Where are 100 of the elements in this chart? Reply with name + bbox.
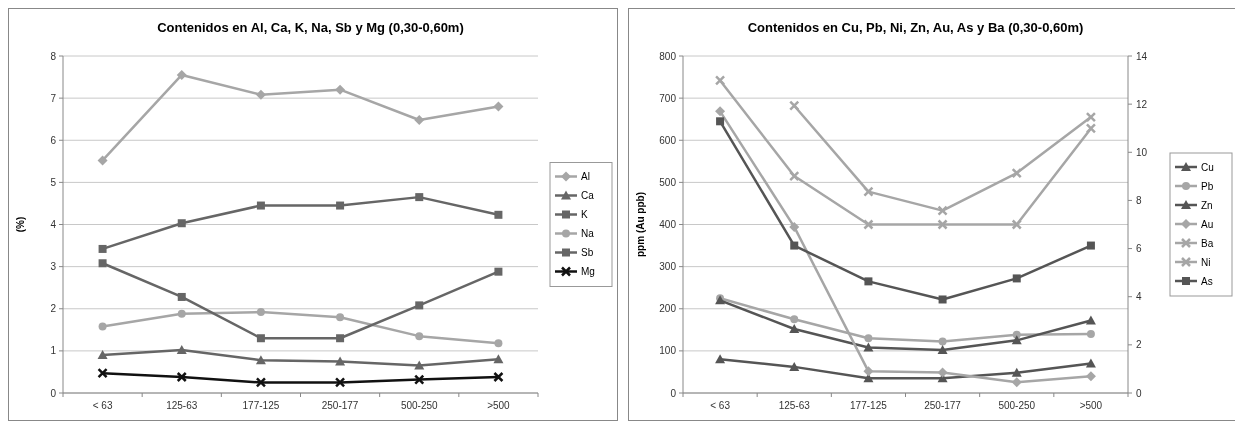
y-tick-label: 2: [50, 303, 57, 315]
point: [1011, 367, 1022, 377]
y-tick-label: 4: [50, 219, 57, 230]
point: [336, 313, 345, 322]
point: [494, 210, 503, 219]
y2-tick-label: 6: [1136, 243, 1142, 255]
x-tick-label: 125-63: [778, 400, 811, 411]
y2-tick-label: 8: [1136, 194, 1142, 206]
point: [1085, 123, 1097, 134]
point: [493, 354, 504, 364]
y-tick-label: 5: [50, 176, 57, 188]
point: [335, 84, 346, 95]
y2-tick-label: 10: [1136, 146, 1148, 158]
point: [97, 155, 108, 166]
point: [789, 221, 800, 232]
point: [1012, 274, 1021, 283]
point: [789, 170, 800, 182]
point: [177, 219, 186, 228]
x-tick-label: 125-63: [166, 400, 198, 411]
point: [790, 315, 799, 324]
point: [176, 69, 187, 80]
chart-title: Contenidos en Cu, Pb, Ni, Zn, Au, As y Ba (0,30-0,60m): [747, 20, 1084, 35]
legend-label: Zn: [1201, 199, 1213, 211]
y2-tick-label: 4: [1136, 291, 1142, 303]
point: [863, 186, 874, 197]
point: [97, 350, 108, 360]
x-tick-label: 250-177: [321, 400, 359, 411]
point: [255, 377, 267, 388]
y-tick-label: 6: [50, 134, 57, 146]
point: [335, 356, 346, 366]
point: [789, 100, 800, 111]
y2-tick-label: 2: [1136, 339, 1142, 351]
point: [1085, 358, 1096, 368]
point: [256, 201, 265, 210]
y-tick-label: 700: [659, 92, 677, 104]
point: [176, 371, 187, 383]
y-tick-label: 7: [50, 92, 57, 104]
y-tick-label: 400: [659, 219, 677, 230]
legend-label: Na: [581, 228, 595, 239]
y-tick-label: 500: [659, 176, 677, 188]
point: [98, 322, 107, 331]
point: [937, 205, 948, 216]
y-tick-label: 100: [659, 345, 677, 357]
point: [98, 244, 107, 253]
point: [255, 355, 266, 365]
legend-label: Al: [581, 171, 590, 182]
point: [863, 219, 874, 230]
legend-label: Ni: [1201, 256, 1211, 268]
point: [256, 308, 265, 317]
point: [938, 295, 947, 304]
point: [938, 337, 947, 346]
point: [1011, 219, 1022, 230]
point: [336, 334, 345, 343]
y-tick-label: 0: [670, 387, 677, 399]
legend-label: Au: [1201, 218, 1214, 230]
y-tick-label: 3: [50, 261, 57, 273]
point: [864, 277, 873, 286]
point: [336, 201, 345, 210]
y-tick-label: 1: [50, 345, 57, 357]
point: [415, 193, 424, 202]
point: [414, 360, 425, 370]
chart-title: Contenidos en Al, Ca, K, Na, Sb y Mg (0,30-0,60m): [157, 20, 464, 35]
legend-label: Sb: [581, 247, 594, 258]
point: [863, 342, 874, 352]
legend-label: Cu: [1201, 161, 1214, 173]
x-tick-label: >500: [1079, 400, 1103, 411]
point: [714, 75, 726, 86]
point: [98, 259, 107, 268]
point: [415, 301, 424, 310]
y-tick-label: 200: [659, 303, 677, 315]
point: [494, 339, 503, 348]
y-tick-label: 0: [50, 387, 57, 399]
point: [789, 323, 800, 333]
x-tick-label: 500-250: [400, 400, 439, 411]
point: [414, 374, 425, 385]
point: [334, 377, 346, 388]
point: [790, 241, 799, 250]
x-tick-label: 250-177: [924, 400, 962, 411]
x-tick-label: 177-125: [850, 400, 888, 411]
point: [1011, 335, 1022, 345]
legend-label: Ba: [1201, 237, 1214, 249]
y2-tick-label: 14: [1136, 50, 1148, 62]
point: [789, 361, 800, 371]
point: [716, 117, 725, 126]
point: [863, 366, 874, 377]
y2-tick-label: 12: [1136, 98, 1148, 110]
point: [1011, 167, 1022, 179]
x-tick-label: >500: [487, 400, 511, 411]
point: [1086, 330, 1095, 339]
legend-label: Mg: [581, 266, 595, 277]
y-axis-title: (%): [15, 216, 26, 233]
point: [493, 371, 504, 383]
point: [493, 101, 504, 112]
y2-tick-label: 0: [1136, 387, 1142, 399]
legend-label: Ca: [581, 190, 595, 201]
x-tick-label: 177-125: [242, 400, 280, 411]
point: [1085, 111, 1097, 123]
point: [177, 292, 186, 301]
point: [256, 334, 265, 343]
point: [97, 367, 108, 379]
